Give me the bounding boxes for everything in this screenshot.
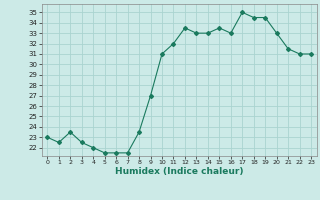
X-axis label: Humidex (Indice chaleur): Humidex (Indice chaleur): [115, 167, 244, 176]
